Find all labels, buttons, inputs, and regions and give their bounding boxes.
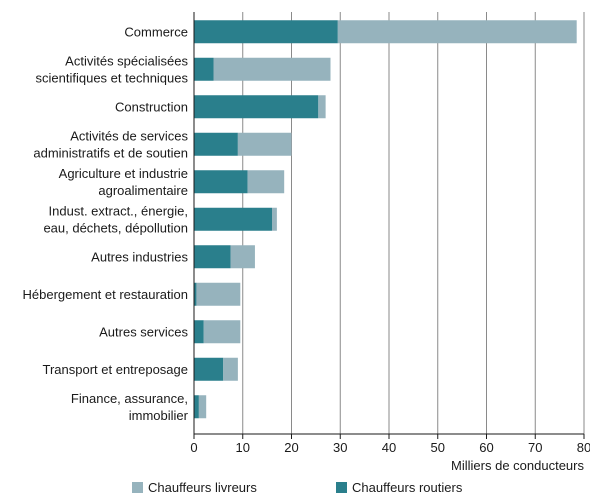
- category-label: Finance, assurance,: [71, 391, 188, 406]
- x-tick-label: 20: [284, 440, 298, 455]
- x-tick-label: 70: [528, 440, 542, 455]
- x-tick-label: 80: [577, 440, 590, 455]
- bar-segment-livreurs: [231, 245, 255, 268]
- bar-segment-routiers: [194, 208, 272, 231]
- bar-segment-routiers: [194, 20, 338, 43]
- legend-label: Chauffeurs routiers: [352, 480, 463, 495]
- bar-segment-livreurs: [318, 95, 325, 118]
- x-tick-label: 30: [333, 440, 347, 455]
- category-label: agroalimentaire: [98, 183, 188, 198]
- category-label: Autres services: [99, 324, 188, 339]
- category-label: scientifiques et techniques: [36, 70, 189, 85]
- x-axis-title: Milliers de conducteurs: [451, 458, 584, 473]
- legend-label: Chauffeurs livreurs: [148, 480, 257, 495]
- bar-segment-routiers: [194, 133, 238, 156]
- category-label: Construction: [115, 99, 188, 114]
- bar-segment-livreurs: [196, 283, 240, 306]
- category-label: Hébergement et restauration: [23, 287, 188, 302]
- x-tick-label: 60: [479, 440, 493, 455]
- bar-segment-livreurs: [238, 133, 292, 156]
- category-label: Activités spécialisées: [65, 53, 188, 68]
- bar-segment-livreurs: [199, 395, 206, 418]
- bar-segment-routiers: [194, 58, 214, 81]
- category-label: eau, déchets, dépollution: [43, 220, 188, 235]
- bar-segment-livreurs: [214, 58, 331, 81]
- bar-segment-routiers: [194, 395, 199, 418]
- bar-segment-livreurs: [338, 20, 577, 43]
- bar-segment-routiers: [194, 245, 231, 268]
- bar-segment-livreurs: [204, 320, 241, 343]
- bar-segment-routiers: [194, 320, 204, 343]
- category-label: Indust. extract., énergie,: [49, 203, 188, 218]
- legend-swatch: [336, 482, 347, 493]
- x-tick-label: 40: [382, 440, 396, 455]
- category-label: immobilier: [129, 408, 189, 423]
- bar-segment-livreurs: [272, 208, 277, 231]
- bar-segment-routiers: [194, 95, 318, 118]
- legend-swatch: [132, 482, 143, 493]
- category-label: Transport et entreposage: [43, 362, 189, 377]
- bar-segment-routiers: [194, 358, 223, 381]
- x-tick-label: 10: [236, 440, 250, 455]
- bar-segment-routiers: [194, 170, 248, 193]
- x-tick-label: 50: [431, 440, 445, 455]
- bar-segment-livreurs: [248, 170, 285, 193]
- category-label: administratifs et de soutien: [33, 145, 188, 160]
- category-label: Autres industries: [91, 249, 188, 264]
- bar-segment-livreurs: [223, 358, 238, 381]
- category-label: Agriculture et industrie: [59, 166, 188, 181]
- x-tick-label: 0: [190, 440, 197, 455]
- category-label: Commerce: [124, 24, 188, 39]
- category-label: Activités de services: [70, 128, 188, 143]
